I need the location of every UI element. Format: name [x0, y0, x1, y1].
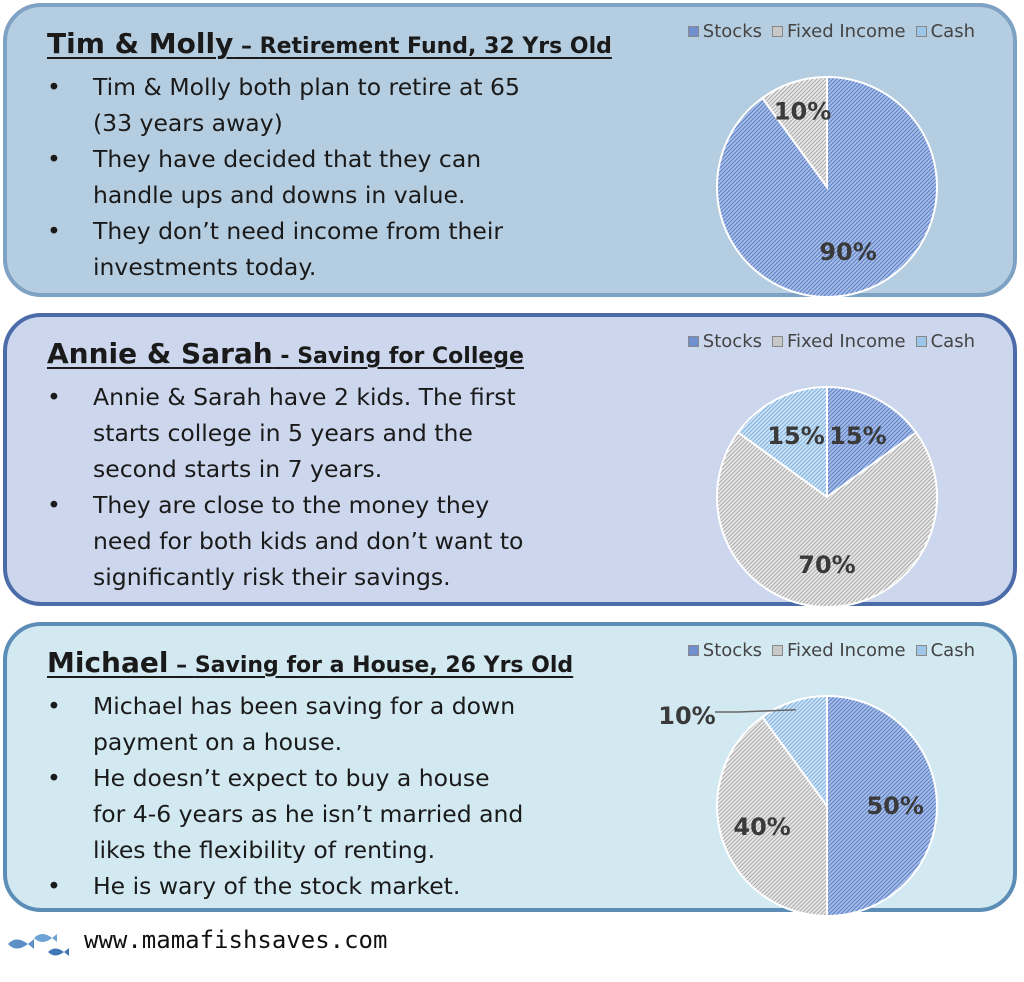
bullet-text: Michael has been saving for a down payme… [93, 692, 516, 756]
card-title-sub: Saving for College [297, 344, 524, 369]
bullet-item: • Annie & Sarah have 2 kids. The first st… [47, 383, 516, 483]
legend-item-stocks: Stocks [687, 331, 762, 352]
legend-swatch-fixed-income [772, 336, 783, 347]
bullet-text: Annie & Sarah have 2 kids. The first sta… [93, 383, 516, 483]
legend-item-cash: Cash [915, 640, 975, 661]
legend-swatch-fixed-income [772, 26, 783, 37]
legend-label: Cash [930, 21, 975, 42]
bullet-text: Tim & Molly both plan to retire at 65 (3… [93, 73, 520, 137]
pie-chart-retirement: 90% 10% [716, 75, 938, 298]
bullet-item: • He doesn’t expect to buy a house for 4-… [47, 764, 524, 864]
bullet-text: They are close to the money they need fo… [93, 491, 524, 591]
legend-label: Fixed Income [787, 640, 906, 661]
card-title-sub: Saving for a House, 26 Yrs Old [194, 653, 574, 678]
pie-slice-fixed-income [760, 75, 828, 191]
bullet-item: • They have decided that they can handle … [47, 145, 482, 209]
legend-label: Cash [930, 640, 975, 661]
pie-slice-fixed-income [716, 715, 828, 918]
legend-swatch-cash [915, 26, 927, 37]
card-title: Tim & Molly – Retirement Fund, 32 Yrs Ol… [47, 27, 612, 60]
card-title: Michael – Saving for a House, 26 Yrs Old [47, 646, 573, 679]
card-title-sep: - [272, 344, 298, 369]
legend-label: Stocks [702, 21, 762, 42]
legend-label: Cash [930, 331, 975, 352]
card-title-main: Annie & Sarah [47, 337, 273, 370]
pie-slice-fixed-income [716, 430, 938, 608]
card-house-savings: Michael – Saving for a House, 26 Yrs Old… [3, 622, 1017, 918]
card-title: Annie & Sarah - Saving for College [47, 337, 524, 370]
pie-data-label: 10% [774, 98, 831, 126]
card-retirement-fund: Tim & Molly – Retirement Fund, 32 Yrs Ol… [3, 3, 1017, 298]
pie-chart-house: 50% 40% 10% [658, 694, 938, 918]
pie-data-label: 70% [798, 551, 855, 579]
fish-logo-icon [8, 934, 69, 956]
card-title-sub: Retirement Fund, 32 Yrs Old [259, 34, 612, 59]
legend-label: Fixed Income [787, 21, 906, 42]
bullet-item: • They are close to the money they need f… [47, 491, 524, 591]
pie-leader-line [715, 709, 796, 713]
legend-label: Fixed Income [787, 331, 906, 352]
legend-item-cash: Cash [915, 331, 975, 352]
legend-item-cash: Cash [915, 21, 975, 42]
pie-slice-cash [760, 694, 828, 810]
bullet-item: • They don’t need income from their inves… [47, 217, 504, 281]
card-title-main: Michael [47, 646, 169, 679]
chart-legend: Stocks Fixed Income Cash [687, 640, 975, 661]
bullet-item: • Michael has been saving for a down paym… [47, 692, 516, 756]
legend-label: Stocks [702, 640, 762, 661]
card-title-sep: – [233, 34, 260, 59]
chart-legend: Stocks Fixed Income Cash [687, 331, 975, 352]
legend-swatch-fixed-income [772, 645, 783, 656]
bullet-list: • Annie & Sarah have 2 kids. The first st… [47, 379, 527, 595]
legend-swatch-stocks [687, 336, 699, 347]
legend-label: Stocks [702, 331, 762, 352]
legend-item-fixed-income: Fixed Income [772, 21, 906, 42]
card-title-main: Tim & Molly [47, 27, 234, 60]
legend-swatch-stocks [687, 645, 699, 656]
bullet-text: They don’t need income from their invest… [93, 217, 504, 281]
pie-slice-stocks [826, 694, 938, 918]
bullet-text: He is wary of the stock market. [93, 872, 461, 900]
bullet-item: • He is wary of the stock market. [47, 872, 461, 900]
pie-data-label: 15% [767, 422, 824, 450]
bullet-text: He doesn’t expect to buy a house for 4-6… [93, 764, 524, 864]
legend-swatch-cash [915, 645, 927, 656]
pie-chart-college: 15% 70% 15% [716, 385, 938, 608]
legend-item-fixed-income: Fixed Income [772, 331, 906, 352]
card-title-sep: – [168, 653, 195, 678]
pie-slice-stocks [826, 385, 918, 499]
pie-data-label: 40% [733, 813, 790, 841]
pie-data-label: 50% [866, 792, 923, 820]
pie-slice-cash [736, 385, 828, 499]
bullet-text: They have decided that they can handle u… [93, 145, 482, 209]
bullet-list: • Tim & Molly both plan to retire at 65 (… [47, 69, 527, 285]
bullet-item: • Tim & Molly both plan to retire at 65 (… [47, 73, 520, 137]
pie-data-label: 10% [658, 702, 715, 730]
legend-item-stocks: Stocks [687, 640, 762, 661]
pie-data-label: 90% [819, 238, 876, 266]
footer: www.mamafishsaves.com [0, 918, 420, 968]
pie-data-label: 15% [829, 422, 886, 450]
legend-item-fixed-income: Fixed Income [772, 640, 906, 661]
legend-item-stocks: Stocks [687, 21, 762, 42]
card-college-savings: Annie & Sarah - Saving for College • Anni… [3, 313, 1017, 608]
website-url: www.mamafishsaves.com [84, 926, 388, 954]
chart-legend: Stocks Fixed Income Cash [687, 21, 975, 42]
legend-swatch-cash [915, 336, 927, 347]
legend-swatch-stocks [687, 26, 699, 37]
bullet-list: • Michael has been saving for a down paym… [47, 688, 527, 904]
